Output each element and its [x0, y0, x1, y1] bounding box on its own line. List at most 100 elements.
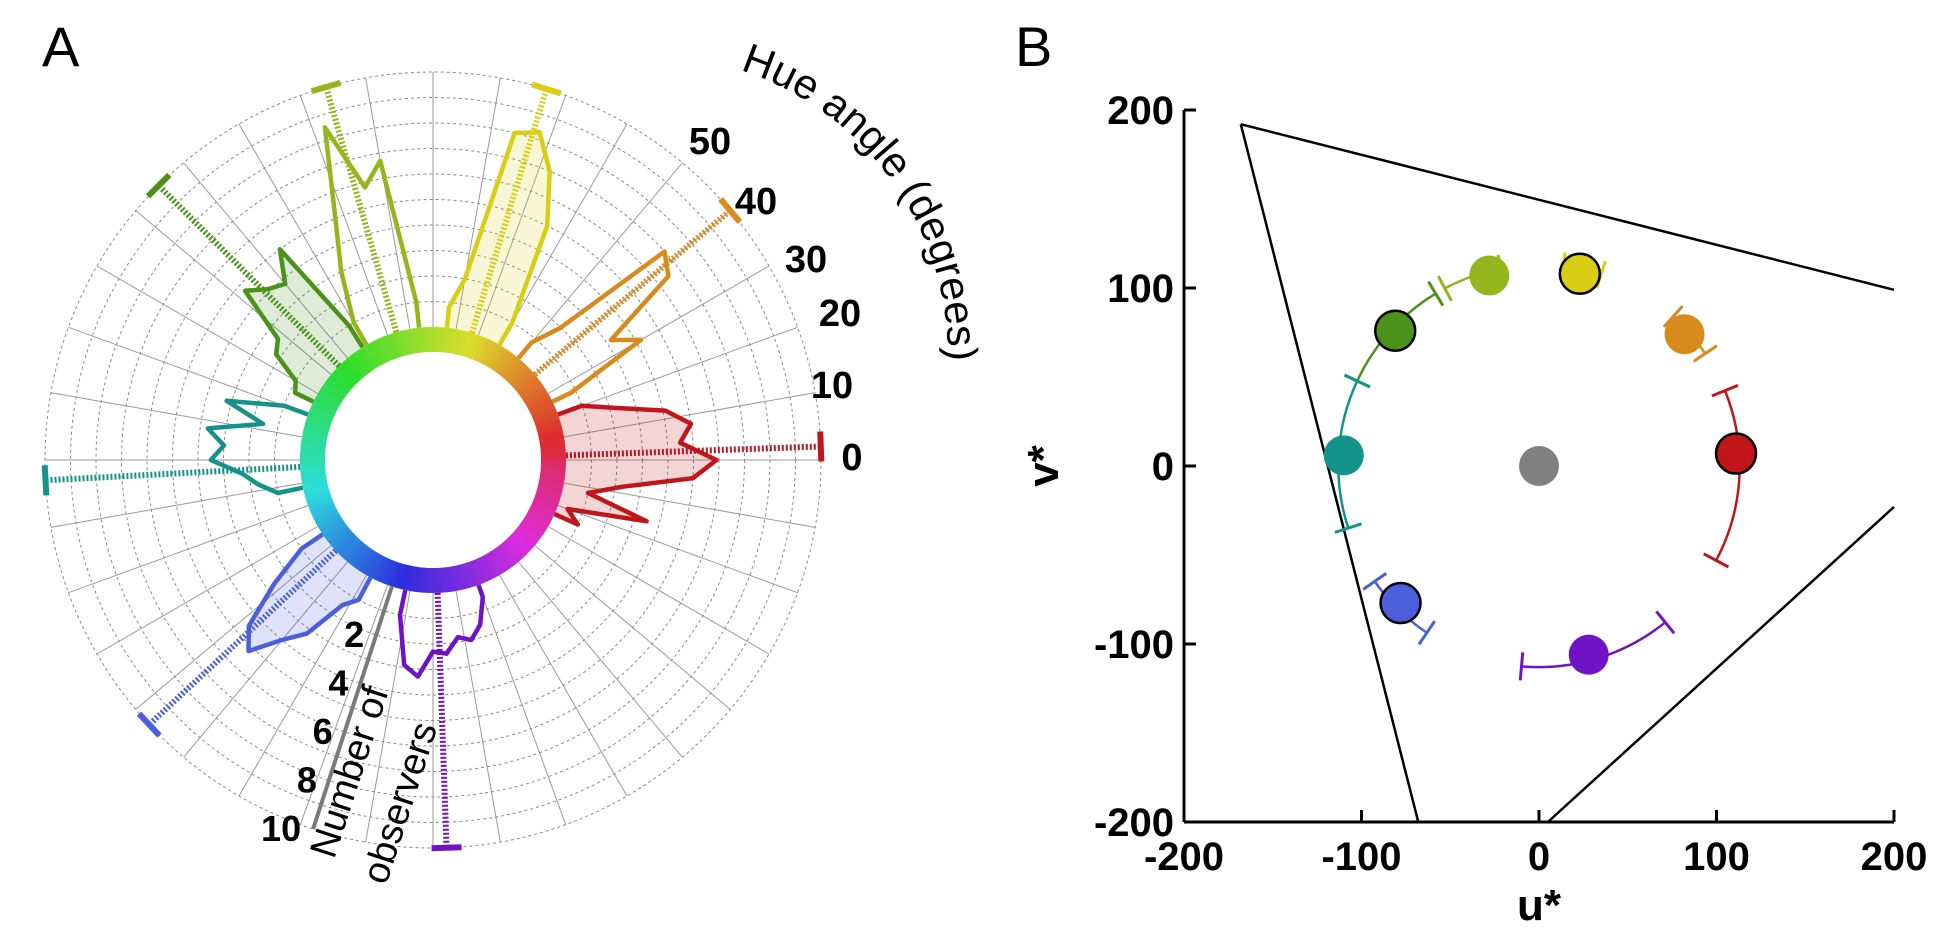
x-axis-label: u*	[1517, 881, 1562, 930]
histogram-series-1	[516, 249, 671, 404]
hue-ring-segment	[518, 522, 542, 542]
hue-ring-segment	[532, 409, 558, 424]
hue-ring-segment	[300, 467, 326, 475]
hue-ring-segment	[531, 405, 557, 420]
histogram-series-3	[322, 125, 422, 346]
hue-ring-segment	[387, 561, 401, 587]
hue-ring-segment	[513, 528, 536, 549]
hue-ring-segment	[462, 331, 475, 358]
hue-ring-segment	[331, 529, 354, 550]
hue-ring-segment	[480, 555, 497, 580]
hue-ring-segment	[351, 545, 371, 569]
hue-ring-segment	[510, 366, 532, 388]
mean-hue-line-3	[323, 86, 400, 333]
hue-point-2	[1558, 252, 1602, 296]
hue-ring-segment	[309, 500, 335, 515]
hue-ring-segment	[418, 327, 426, 353]
hue-ci-cap-1	[1662, 305, 1684, 328]
hue-ring-segment	[395, 330, 407, 357]
hue-ci-cap-5	[1343, 373, 1371, 389]
hue-ci-cap-6	[1362, 572, 1388, 591]
hue-ring-segment	[317, 389, 342, 407]
hue-ring-segment	[311, 401, 336, 417]
hue-ring-segment	[305, 489, 331, 502]
hue-angle-tick-label: 30	[785, 239, 827, 281]
gamut-boundary-line	[1240, 123, 1895, 291]
gamut-boundary-line	[1547, 506, 1895, 823]
hue-ring-segment	[315, 510, 340, 528]
hue-ring-segment	[322, 381, 346, 401]
histogram-series-0	[553, 403, 719, 527]
hue-ring-segment	[493, 546, 512, 571]
grid-spoke	[96, 526, 319, 655]
y-tick-label: -100	[1094, 623, 1174, 667]
grid-spoke	[455, 590, 501, 843]
hue-ring-segment	[324, 378, 348, 398]
hue-ring-segment	[313, 397, 338, 414]
hue-ring-segment	[536, 422, 563, 434]
grid-spoke	[478, 95, 567, 336]
hue-ring-segment	[408, 328, 418, 354]
grid-spoke	[547, 526, 770, 655]
hue-ring-segment	[483, 553, 501, 578]
grid-circle	[274, 301, 592, 619]
x-tick-label: 200	[1861, 835, 1928, 879]
count-tick-label: 10	[261, 808, 301, 849]
hue-ring-segment	[315, 393, 340, 410]
count-tick-label: 6	[313, 711, 333, 752]
hue-ring-segment	[483, 342, 500, 367]
hue-ring-segment	[300, 450, 326, 457]
histogram-series-5	[205, 398, 309, 496]
count-tick-label: 8	[297, 760, 317, 801]
hue-ring-segment	[539, 440, 566, 449]
mean-hue-line-6	[147, 548, 338, 727]
hue-ring-segment	[334, 532, 356, 554]
hue-ring-segment	[374, 557, 390, 582]
hue-ring-segment	[508, 534, 530, 556]
grid-circle	[223, 250, 643, 670]
hue-ring-segment	[529, 400, 555, 417]
hue-ring-segment	[350, 352, 370, 376]
x-tick-label: -200	[1144, 835, 1224, 879]
hue-angle-tick-label: 50	[689, 121, 731, 163]
mean-hue-cap-3	[310, 80, 342, 95]
hue-ring-segment	[535, 489, 562, 502]
hue-ring-segment	[327, 374, 351, 395]
mean-hue-cap-0	[817, 431, 825, 462]
hue-point-6	[1379, 581, 1422, 625]
hue-ring-segment	[386, 333, 400, 359]
hue-ring-segment	[487, 551, 505, 576]
grid-circle	[248, 275, 618, 645]
hue-ring-segment	[495, 351, 515, 375]
hue-ring-segment	[325, 523, 349, 543]
hue-ring-segment	[451, 565, 462, 591]
hue-ring-segment	[301, 432, 328, 442]
grid-circle	[70, 97, 796, 823]
hue-ring-segment	[383, 560, 397, 586]
hue-ring-segment	[301, 475, 327, 485]
hue-ring-segment	[303, 486, 330, 498]
grid-spoke	[518, 162, 683, 359]
hue-ring-segment	[515, 525, 539, 546]
hue-angle-tick-label: 0	[841, 437, 862, 479]
hue-ring-segment	[319, 385, 344, 404]
hue-ring-segment	[496, 544, 516, 568]
hue-ring-segment	[515, 373, 538, 394]
x-tick-label: -100	[1321, 835, 1401, 879]
hue-ring-segment	[313, 507, 338, 524]
hue-ring-segment	[357, 347, 376, 371]
hue-ring-segment	[343, 358, 364, 381]
hue-ring-segment	[302, 427, 329, 439]
grid-spoke	[68, 326, 309, 415]
hue-ring-segment	[300, 455, 326, 461]
hue-ring-segment	[455, 564, 467, 591]
hue-ring-segment	[528, 396, 553, 413]
mean-hue-cap-2	[531, 81, 562, 97]
hue-ring-segment	[347, 542, 368, 566]
hue-ring-segment	[510, 531, 533, 553]
hue-ci-arc-0	[1714, 390, 1741, 562]
hue-ring-segment	[498, 354, 519, 378]
hue-ring-segment	[309, 405, 335, 421]
hue-ring-segment	[373, 338, 390, 364]
